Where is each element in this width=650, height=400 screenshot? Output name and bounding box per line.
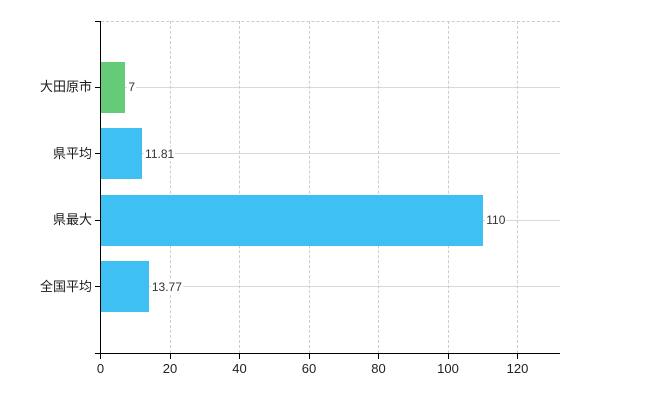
- value-label: 11.81: [144, 146, 176, 161]
- category-gridline: [100, 86, 560, 88]
- x-axis-tick: [517, 353, 518, 359]
- x-axis-tick: [100, 353, 101, 359]
- x-axis-tick: [308, 353, 310, 359]
- y-axis-tick: [94, 286, 101, 288]
- category-label: 大田原市: [39, 79, 92, 95]
- x-tick-label: 80: [371, 361, 386, 376]
- x-axis-tick: [239, 353, 240, 359]
- vertical-gridline: [517, 21, 518, 353]
- x-tick-label: 20: [162, 361, 178, 376]
- x-tick-label: 60: [301, 361, 317, 376]
- x-axis-tick: [378, 353, 379, 359]
- vertical-gridline: [239, 21, 240, 353]
- category-gridline: [100, 153, 560, 155]
- bar: [101, 194, 484, 246]
- x-axis-tick: [447, 353, 449, 359]
- value-label: 13.77: [150, 279, 183, 294]
- vertical-gridline: [169, 21, 171, 353]
- plot-top-border: [100, 21, 560, 22]
- y-axis-top-tick: [94, 21, 101, 22]
- x-axis-line: [94, 353, 560, 354]
- y-axis-tick: [94, 86, 101, 88]
- x-axis-tick: [169, 353, 171, 359]
- category-gridline: [100, 286, 560, 288]
- bar: [101, 61, 126, 113]
- bar: [101, 128, 143, 180]
- y-axis-tick: [94, 153, 101, 155]
- category-label: 全国平均: [39, 278, 92, 294]
- vertical-gridline: [378, 21, 379, 353]
- x-tick-label: 120: [506, 361, 529, 376]
- y-axis-tick: [94, 219, 101, 221]
- y-axis-line: [100, 21, 101, 353]
- bar: [101, 261, 149, 313]
- category-label: 県平均: [52, 145, 92, 161]
- x-tick-label: 100: [437, 361, 459, 376]
- value-label: 110: [485, 213, 507, 228]
- x-tick-label: 0: [96, 361, 105, 376]
- category-label: 県最大: [52, 212, 92, 228]
- vertical-gridline: [447, 21, 449, 353]
- x-tick-label: 40: [232, 361, 247, 376]
- vertical-gridline: [308, 21, 310, 353]
- value-label: 7: [127, 80, 136, 95]
